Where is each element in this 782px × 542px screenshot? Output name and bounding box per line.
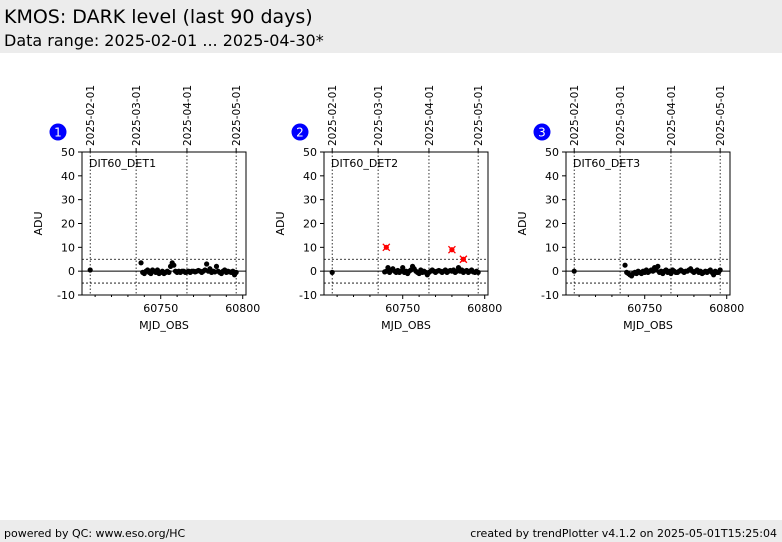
panel-label: DIT60_DET1 [89,157,156,170]
data-point [717,267,723,273]
x-axis-label: MJD_OBS [381,319,431,332]
chart-panel-1: 2025-02-01 2025-03-01 2025-04-01 2025-05-01… [32,85,260,332]
y-tick-label: 40 [545,170,559,183]
page-title: KMOS: DARK level (last 90 days) [4,6,313,28]
data-point [400,264,406,271]
header-bar: KMOS: DARK level (last 90 days) Data ran… [0,0,782,53]
panel-badge-number: 3 [538,126,546,140]
date-tick-label: 2025-04-01 [424,85,436,146]
y-tick-label: 10 [303,241,317,254]
y-tick-label: 20 [61,218,75,231]
data-point [571,268,577,274]
data-point [622,262,628,268]
date-tick-label: 2025-05-01 [231,85,243,146]
data-point [213,263,220,269]
y-tick-label: 20 [303,218,317,231]
x-axis-label: MJD_OBS [139,319,189,332]
x-tick-label: 60800 [709,302,744,315]
y-tick-label: 30 [303,194,317,207]
y-tick-label: 10 [545,241,559,254]
page-subtitle: Data range: 2025-02-01 ... 2025-04-30* [4,31,324,50]
x-tick-label: 60750 [627,302,662,315]
outlier-point [382,243,391,252]
date-tick-label: 2025-03-01 [615,85,627,146]
panel-badge [49,123,67,141]
y-tick-label: 0 [68,265,75,278]
footer-bar: powered by QC: www.eso.org/HC created by… [0,520,782,542]
y-axis-label: ADU [32,211,45,235]
y-tick-label: 40 [303,170,317,183]
footer-credit: powered by QC: www.eso.org/HC [4,527,186,540]
date-tick-label: 2025-04-01 [666,85,678,146]
y-tick-label: -10 [299,289,317,302]
y-tick-label: 20 [545,218,559,231]
outlier-cross [459,255,468,264]
data-point [87,267,93,273]
date-tick-label: 2025-02-01 [569,85,581,146]
x-tick-label: 60750 [143,302,178,315]
outlier-point [459,255,468,264]
data-point [475,269,481,275]
data-point [655,263,661,269]
y-axis-label: ADU [274,211,287,235]
panel-label: DIT60_DET3 [573,157,640,170]
x-tick-label: 60800 [225,302,260,315]
y-tick-label: 30 [61,194,75,207]
y-tick-label: -10 [57,289,75,302]
date-tick-label: 2025-03-01 [373,85,385,146]
date-tick-label: 2025-02-01 [85,85,97,146]
y-tick-label: 50 [61,146,75,159]
panel-badge [291,123,309,141]
y-tick-label: 10 [61,241,75,254]
chart-panel-3: 2025-02-01 2025-03-01 2025-04-01 2025-05-01… [516,85,744,332]
date-tick-label: 2025-05-01 [473,85,485,146]
outlier-point [447,245,456,254]
date-tick-label: 2025-03-01 [131,85,143,146]
panel-label: DIT60_DET2 [331,157,398,170]
data-point [233,269,239,275]
outlier-cross [382,243,391,252]
date-tick-label: 2025-05-01 [715,85,727,146]
data-point [171,262,177,268]
x-tick-label: 60750 [385,302,420,315]
panel-badge-number: 1 [54,126,62,140]
y-tick-label: 0 [310,265,317,278]
y-axis-label: ADU [516,211,529,235]
x-axis-label: MJD_OBS [623,319,673,332]
panel-badge-number: 2 [296,126,304,140]
footer-generator-info: created by trendPlotter v4.1.2 on 2025-0… [470,527,777,540]
chart-panel-2: 2025-02-01 2025-03-01 2025-04-01 2025-05-01… [274,85,502,332]
x-tick-label: 60800 [467,302,502,315]
y-tick-label: 0 [552,265,559,278]
date-tick-label: 2025-02-01 [327,85,339,146]
y-tick-label: 50 [545,146,559,159]
data-point [166,269,172,275]
outlier-cross [447,245,456,254]
data-point [329,269,335,275]
date-tick-label: 2025-04-01 [182,85,194,146]
y-tick-label: 40 [61,170,75,183]
y-tick-label: 50 [303,146,317,159]
panel-badge [533,123,551,141]
y-tick-label: 30 [545,194,559,207]
data-point [204,261,210,267]
data-point [138,260,144,266]
y-tick-label: -10 [541,289,559,302]
